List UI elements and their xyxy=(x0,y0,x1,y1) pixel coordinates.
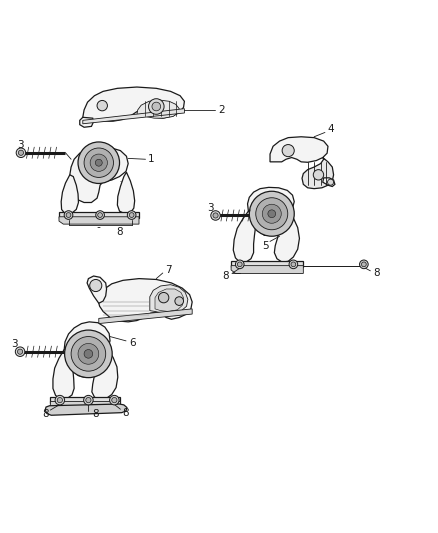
Circle shape xyxy=(65,330,112,378)
Polygon shape xyxy=(70,147,128,203)
Circle shape xyxy=(289,260,298,269)
Polygon shape xyxy=(50,401,120,409)
Circle shape xyxy=(57,398,63,403)
Polygon shape xyxy=(50,397,120,403)
Circle shape xyxy=(268,210,276,217)
Circle shape xyxy=(64,211,73,220)
Polygon shape xyxy=(83,87,184,121)
Polygon shape xyxy=(80,117,94,127)
Text: 7: 7 xyxy=(165,265,171,275)
Text: 6: 6 xyxy=(129,338,136,349)
Circle shape xyxy=(211,211,220,220)
Text: 3: 3 xyxy=(18,140,24,150)
Circle shape xyxy=(112,398,117,403)
Polygon shape xyxy=(92,350,118,400)
Circle shape xyxy=(236,260,244,269)
Circle shape xyxy=(127,211,136,220)
Text: 5: 5 xyxy=(262,241,269,251)
Circle shape xyxy=(78,142,120,183)
Text: 8: 8 xyxy=(123,408,129,418)
Polygon shape xyxy=(150,285,188,313)
Polygon shape xyxy=(137,100,179,118)
Polygon shape xyxy=(231,261,304,268)
Polygon shape xyxy=(87,276,106,303)
Circle shape xyxy=(98,213,102,217)
Circle shape xyxy=(15,347,25,357)
Circle shape xyxy=(361,262,366,266)
Circle shape xyxy=(291,262,296,266)
Circle shape xyxy=(90,154,107,172)
Circle shape xyxy=(84,395,93,405)
Polygon shape xyxy=(270,137,328,162)
Text: 2: 2 xyxy=(218,105,224,115)
Polygon shape xyxy=(117,172,134,214)
Polygon shape xyxy=(99,309,192,324)
Circle shape xyxy=(360,260,368,269)
Circle shape xyxy=(97,100,107,111)
Polygon shape xyxy=(233,211,256,262)
Circle shape xyxy=(16,148,26,158)
Circle shape xyxy=(282,144,294,157)
Circle shape xyxy=(84,148,113,177)
Circle shape xyxy=(90,279,102,292)
Polygon shape xyxy=(155,289,184,311)
Circle shape xyxy=(71,336,106,371)
Polygon shape xyxy=(59,217,139,224)
Polygon shape xyxy=(99,279,192,322)
Circle shape xyxy=(249,191,294,236)
Text: 4: 4 xyxy=(327,124,334,134)
Polygon shape xyxy=(274,211,300,262)
Circle shape xyxy=(159,293,169,303)
Polygon shape xyxy=(83,109,184,124)
Circle shape xyxy=(18,349,23,354)
Polygon shape xyxy=(247,188,294,236)
Circle shape xyxy=(129,213,134,217)
Circle shape xyxy=(148,99,164,114)
Text: 8: 8 xyxy=(92,409,99,419)
Polygon shape xyxy=(64,322,110,377)
Polygon shape xyxy=(231,265,304,273)
Polygon shape xyxy=(61,175,78,214)
Text: 8: 8 xyxy=(374,268,380,278)
Text: 3: 3 xyxy=(207,203,214,213)
Polygon shape xyxy=(45,404,127,415)
Circle shape xyxy=(175,297,184,305)
Circle shape xyxy=(152,102,161,111)
Text: 8: 8 xyxy=(116,227,123,237)
Circle shape xyxy=(213,213,218,218)
Text: 3: 3 xyxy=(11,340,18,349)
Text: 1: 1 xyxy=(147,154,154,164)
Polygon shape xyxy=(302,158,334,189)
Circle shape xyxy=(84,350,93,358)
Circle shape xyxy=(262,204,281,223)
Text: 8: 8 xyxy=(222,271,229,281)
Polygon shape xyxy=(53,350,74,399)
Polygon shape xyxy=(59,212,139,218)
Circle shape xyxy=(55,395,65,405)
Circle shape xyxy=(18,150,24,155)
Polygon shape xyxy=(323,178,335,187)
Circle shape xyxy=(313,169,324,180)
Circle shape xyxy=(95,159,102,166)
Text: 8: 8 xyxy=(42,408,49,418)
Circle shape xyxy=(78,343,99,364)
Circle shape xyxy=(237,262,242,266)
Circle shape xyxy=(66,213,71,217)
Circle shape xyxy=(256,198,288,230)
Circle shape xyxy=(86,398,91,403)
Circle shape xyxy=(110,395,119,405)
Circle shape xyxy=(96,211,104,220)
Circle shape xyxy=(328,179,334,185)
